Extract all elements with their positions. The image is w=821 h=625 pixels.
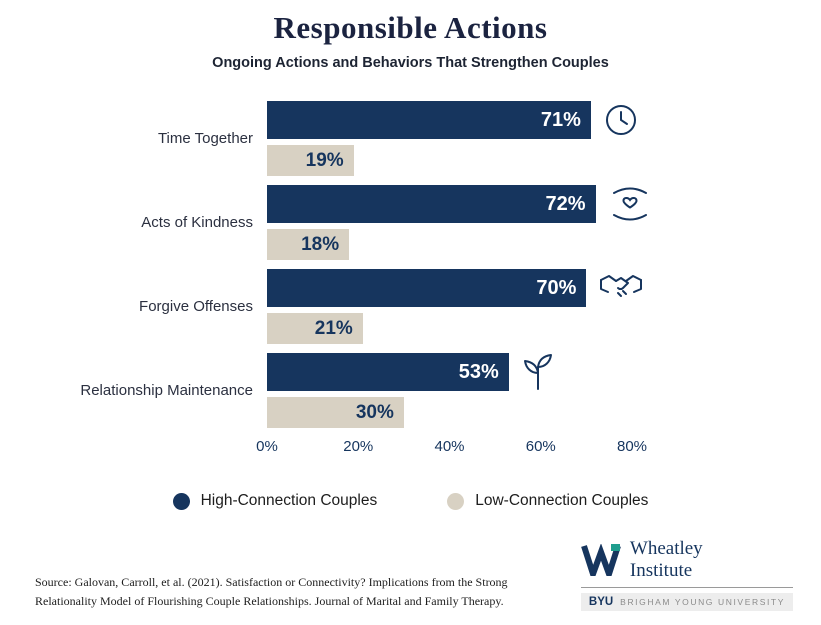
bar-value-label: 21% (314, 317, 353, 339)
legend-item: High-Connection Couples (172, 492, 378, 510)
x-axis-tick: 80% (616, 438, 648, 455)
chart-row: Acts of Kindness 72% 18% (38, 185, 821, 260)
bar-value-label: 72% (545, 192, 586, 215)
bar-high-connection: 70% (267, 269, 587, 307)
byu-label: BYU (588, 596, 614, 608)
byu-wordmark: BYU BRIGHAM YOUNG UNIVERSITY (580, 593, 793, 611)
bar-group: 72% 18% (267, 185, 647, 260)
clock-icon (603, 102, 639, 138)
bar-chart: Time Together 71% 19% Acts of Kindness 72% 18… (38, 101, 821, 428)
x-axis-tick: 40% (434, 438, 465, 455)
bar-group: 53% 30% (267, 353, 632, 428)
hands-heart-icon (608, 183, 652, 225)
logo-name-line-2: Institute (629, 559, 693, 581)
x-axis: 0% 20% 40% 60% 80% (256, 438, 647, 460)
legend-label: Low-Connection Couples (475, 492, 649, 509)
bar-value-label: 30% (355, 401, 394, 423)
university-label: BRIGHAM YOUNG UNIVERSITY (620, 597, 785, 607)
bar-value-label: 19% (305, 149, 344, 171)
chart-row: Forgive Offenses 70% 21% (38, 269, 821, 344)
chart-legend: High-Connection Couples Low-Connection Co… (0, 492, 821, 510)
legend-dot-icon (447, 492, 465, 510)
chart-row: Time Together 71% 19% (38, 101, 821, 176)
x-axis-tick: 20% (343, 438, 374, 455)
bar-value-label: 71% (540, 108, 581, 131)
bar-low-connection: 30% (267, 397, 404, 428)
bar-group: 71% 19% (267, 101, 636, 176)
bar-value-label: 70% (536, 276, 577, 299)
category-label: Time Together (157, 130, 253, 147)
bar-low-connection: 18% (267, 229, 350, 260)
sprout-icon (521, 353, 555, 391)
category-label: Relationship Maintenance (80, 382, 253, 399)
bar-high-connection: 72% (267, 185, 596, 223)
footer: Source: Galovan, Carroll, et al. (2021).… (0, 538, 821, 611)
legend-item: Low-Connection Couples (447, 492, 648, 510)
bar-group: 70% 21% (267, 269, 643, 344)
legend-dot-icon (172, 492, 190, 510)
legend-label: High-Connection Couples (200, 492, 378, 509)
page-title: Responsible Actions (273, 10, 548, 45)
bar-value-label: 18% (301, 233, 340, 255)
logo-name-line-1: Wheatley (629, 538, 703, 560)
source-line-1: Source: Galovan, Carroll, et al. (2021).… (35, 574, 508, 589)
wheatley-w-mark-icon (581, 542, 621, 583)
page-subtitle: Ongoing Actions and Behaviors That Stren… (212, 55, 609, 71)
x-axis-tick: 0% (256, 438, 278, 455)
handshake-icon (598, 272, 644, 304)
category-label: Forgive Offenses (139, 298, 253, 315)
bar-high-connection: 71% (267, 101, 591, 139)
wheatley-logo: Wheatley Institute BYU BRIGHAM YOUNG UNI… (580, 538, 793, 611)
bar-high-connection: 53% (267, 353, 509, 391)
source-citation: Source: Galovan, Carroll, et al. (2021).… (35, 573, 508, 611)
bar-value-label: 53% (458, 360, 499, 383)
bar-low-connection: 21% (267, 313, 363, 344)
x-axis-tick: 60% (525, 438, 556, 455)
bar-low-connection: 19% (267, 145, 354, 176)
source-line-2: Relationality Model of Flourishing Coupl… (35, 593, 504, 608)
chart-row: Relationship Maintenance 53% 30% (38, 353, 821, 428)
wheatley-wordmark: Wheatley Institute (630, 538, 703, 581)
category-label: Acts of Kindness (141, 214, 253, 231)
